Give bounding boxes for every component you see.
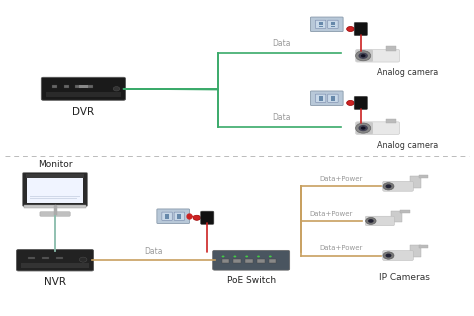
- FancyBboxPatch shape: [354, 96, 367, 110]
- Text: Data+Power: Data+Power: [319, 176, 363, 182]
- Text: DVR: DVR: [73, 107, 94, 117]
- Bar: [165, 217, 169, 219]
- Bar: [165, 214, 169, 217]
- Text: Monitor: Monitor: [38, 160, 73, 169]
- Circle shape: [245, 256, 248, 258]
- Bar: [177, 214, 181, 217]
- Text: Data: Data: [273, 113, 291, 122]
- Bar: [52, 85, 57, 88]
- Bar: [331, 100, 335, 101]
- Circle shape: [383, 252, 394, 259]
- Circle shape: [361, 54, 365, 57]
- Text: IP Cameras: IP Cameras: [379, 273, 430, 282]
- Circle shape: [269, 256, 272, 258]
- FancyBboxPatch shape: [162, 212, 172, 220]
- FancyBboxPatch shape: [354, 22, 367, 36]
- Bar: [269, 259, 276, 264]
- FancyBboxPatch shape: [316, 94, 326, 102]
- Bar: [410, 176, 421, 188]
- Circle shape: [361, 126, 365, 130]
- FancyBboxPatch shape: [383, 251, 413, 260]
- Bar: [319, 96, 322, 99]
- Circle shape: [385, 253, 392, 258]
- FancyBboxPatch shape: [356, 122, 373, 134]
- Bar: [64, 85, 69, 88]
- Bar: [245, 259, 253, 264]
- Bar: [419, 245, 428, 248]
- Circle shape: [385, 184, 392, 188]
- Text: NVR: NVR: [44, 276, 66, 287]
- Bar: [28, 257, 35, 259]
- Bar: [56, 257, 64, 259]
- Circle shape: [383, 183, 394, 190]
- FancyBboxPatch shape: [356, 122, 400, 134]
- Bar: [30, 198, 77, 199]
- Bar: [79, 85, 88, 88]
- Bar: [400, 210, 410, 213]
- FancyBboxPatch shape: [356, 50, 400, 62]
- FancyBboxPatch shape: [310, 91, 343, 106]
- FancyBboxPatch shape: [310, 17, 343, 32]
- Circle shape: [234, 256, 237, 258]
- Bar: [24, 204, 86, 208]
- FancyBboxPatch shape: [383, 181, 413, 191]
- Bar: [234, 259, 241, 264]
- Text: Data+Power: Data+Power: [310, 211, 353, 217]
- Bar: [331, 22, 335, 25]
- Circle shape: [113, 87, 120, 91]
- Circle shape: [222, 256, 225, 258]
- Bar: [177, 217, 181, 219]
- Bar: [42, 257, 49, 259]
- Text: Data: Data: [273, 39, 291, 48]
- FancyBboxPatch shape: [356, 50, 373, 62]
- FancyBboxPatch shape: [40, 212, 70, 216]
- Bar: [319, 100, 322, 101]
- Bar: [75, 85, 81, 88]
- FancyBboxPatch shape: [213, 250, 290, 270]
- Bar: [46, 92, 121, 97]
- Bar: [30, 196, 80, 197]
- FancyBboxPatch shape: [328, 94, 338, 102]
- Bar: [386, 46, 396, 51]
- Bar: [386, 119, 396, 123]
- Circle shape: [346, 100, 354, 106]
- Bar: [419, 175, 428, 179]
- FancyBboxPatch shape: [41, 77, 126, 100]
- Text: Analog camera: Analog camera: [376, 68, 438, 77]
- Circle shape: [358, 52, 368, 59]
- Bar: [391, 210, 402, 222]
- Bar: [257, 259, 264, 264]
- Text: Analog camera: Analog camera: [376, 141, 438, 150]
- FancyBboxPatch shape: [157, 209, 190, 223]
- FancyBboxPatch shape: [316, 20, 326, 28]
- Circle shape: [257, 256, 260, 258]
- Circle shape: [79, 257, 87, 262]
- Bar: [319, 22, 322, 25]
- Bar: [87, 85, 93, 88]
- Circle shape: [368, 219, 374, 223]
- Bar: [319, 26, 322, 27]
- FancyBboxPatch shape: [22, 173, 88, 206]
- Bar: [331, 26, 335, 27]
- FancyBboxPatch shape: [328, 20, 338, 28]
- Circle shape: [356, 123, 371, 133]
- FancyBboxPatch shape: [201, 211, 214, 224]
- Text: PoE Switch: PoE Switch: [227, 276, 276, 285]
- FancyBboxPatch shape: [365, 216, 394, 226]
- Bar: [27, 178, 83, 203]
- Bar: [26, 174, 84, 178]
- Text: Data+Power: Data+Power: [319, 246, 363, 252]
- Bar: [222, 259, 229, 264]
- Circle shape: [365, 217, 376, 224]
- Circle shape: [346, 27, 354, 32]
- FancyBboxPatch shape: [174, 212, 184, 220]
- Circle shape: [356, 51, 371, 61]
- Text: Data: Data: [144, 247, 163, 256]
- Circle shape: [358, 125, 368, 131]
- Bar: [21, 263, 89, 268]
- Bar: [410, 245, 421, 257]
- FancyBboxPatch shape: [17, 250, 93, 271]
- Circle shape: [193, 215, 201, 220]
- Bar: [331, 96, 335, 99]
